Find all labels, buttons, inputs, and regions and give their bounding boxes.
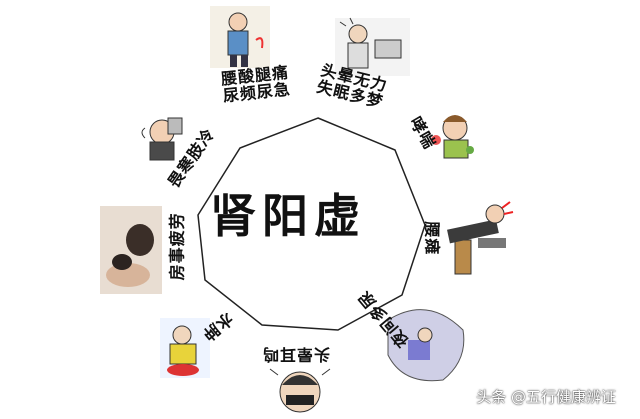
- symptom-line: 腰瘫: [422, 221, 442, 256]
- watermark: 头条 @五行健康辨证: [476, 388, 616, 406]
- symptom-line: 房事疲劳: [167, 212, 187, 281]
- asthma-illustration: [431, 115, 474, 159]
- symptom-line: 头晕耳鸣: [262, 344, 331, 364]
- center-nonagon: [197, 117, 426, 331]
- dizzy-weak-illustration: [335, 17, 410, 76]
- edema-illustration: [160, 318, 210, 378]
- tinnitus-illustration: [269, 368, 331, 413]
- symptom-label-sexual: 房事疲劳: [167, 212, 187, 281]
- symptom-label-tinnitus: 头晕耳鸣: [262, 344, 331, 364]
- center-title: 肾阳虚: [210, 189, 366, 243]
- sexual-fatigue-illustration: [100, 206, 162, 294]
- nocturia-illustration: [387, 309, 465, 382]
- cold-limbs-illustration: [141, 117, 183, 161]
- symptom-label-waist: 腰酸腿痛 尿频尿急: [220, 63, 291, 106]
- symptom-label-paralysis: 腰瘫: [422, 221, 442, 256]
- paralysis-illustration: [447, 201, 514, 275]
- waist-pain-illustration: [210, 6, 270, 68]
